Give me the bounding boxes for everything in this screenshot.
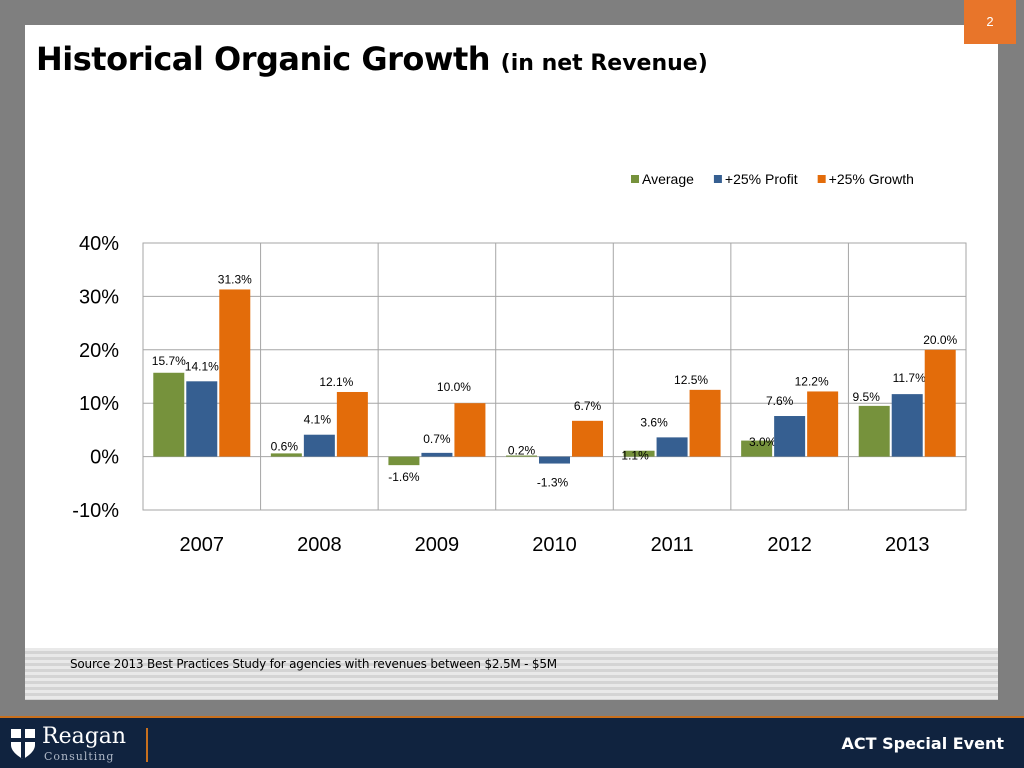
legend-label: +25% Profit [725, 171, 798, 187]
data-label: 31.3% [218, 272, 252, 286]
bar--25-profit [539, 456, 570, 464]
y-tick-label: 30% [79, 286, 119, 308]
title-suffix: (in net Revenue) [500, 51, 708, 76]
data-label: 9.5% [853, 390, 881, 404]
bar--25-growth [572, 420, 603, 457]
data-label: 0.7% [423, 432, 451, 446]
bar--25-profit [186, 381, 218, 457]
bar-average [153, 372, 185, 457]
x-tick-label: 2013 [885, 534, 930, 556]
data-label: 1.1% [621, 448, 649, 462]
bar-average [506, 455, 537, 457]
title-main: Historical Organic Growth [36, 40, 491, 78]
data-label: 6.7% [574, 399, 602, 413]
data-label: 3.0% [749, 435, 777, 449]
x-tick-label: 2007 [180, 534, 225, 556]
bar-average [741, 440, 773, 457]
data-label: 0.2% [508, 444, 536, 458]
page-number-badge: 2 [964, 0, 1016, 44]
source-note: Source 2013 Best Practices Study for age… [70, 657, 557, 671]
bar-average [623, 450, 655, 457]
bar--25-profit [656, 437, 688, 457]
data-label: 14.1% [185, 359, 219, 373]
y-tick-label: -10% [72, 500, 119, 522]
legend-swatch [817, 175, 826, 183]
bar-average [388, 456, 420, 466]
bar--25-growth [689, 389, 721, 457]
y-tick-label: 0% [90, 447, 119, 469]
plot-area [142, 242, 967, 511]
page-title: Historical Organic Growth (in net Revenu… [36, 40, 708, 78]
data-label: 11.7% [893, 371, 926, 385]
data-label: 10.0% [437, 380, 471, 394]
x-tick-label: 2012 [767, 534, 812, 556]
x-tick-label: 2008 [297, 534, 342, 556]
logo-divider [146, 728, 148, 762]
data-label: 12.2% [795, 374, 829, 388]
bar--25-profit [774, 416, 806, 457]
data-label: 4.1% [304, 413, 332, 427]
footer-bar: Reagan Consulting ACT Special Event [0, 716, 1024, 768]
y-tick-label: 40% [79, 233, 119, 255]
source-band [25, 648, 998, 700]
data-label: -1.3% [537, 476, 569, 490]
bar--25-profit [891, 394, 923, 457]
bar-average [270, 453, 302, 457]
data-label: 0.6% [271, 440, 299, 454]
legend-swatch [713, 175, 722, 183]
x-tick-label: 2010 [532, 534, 577, 556]
bar--25-growth [219, 289, 251, 457]
data-label: 12.5% [674, 373, 708, 387]
bar--25-growth [454, 403, 486, 457]
y-tick-label: 20% [79, 340, 119, 362]
bar--25-growth [924, 349, 956, 457]
data-label: 20.0% [923, 333, 957, 347]
legend-swatch [631, 175, 639, 183]
x-tick-label: 2011 [651, 534, 694, 556]
data-label: 15.7% [152, 354, 186, 368]
event-name: ACT Special Event [841, 734, 1004, 753]
data-label: 3.6% [640, 415, 668, 429]
legend-label: +25% Growth [829, 171, 914, 187]
slide-canvas [25, 25, 998, 700]
bar--25-growth [336, 391, 368, 457]
bar-average [858, 405, 890, 457]
bar--25-profit [303, 434, 335, 457]
legend-label: Average [642, 171, 694, 187]
bar--25-growth [807, 391, 839, 457]
data-label: -1.6% [388, 470, 420, 484]
bar--25-profit [421, 452, 453, 457]
x-tick-label: 2009 [415, 534, 460, 556]
logo-subtitle: Consulting [44, 750, 115, 763]
bar-chart: 40% 30% 20% 10% 0% -10% 15.7% 0.6% -1.6% 0.2% 1.1%… [72, 171, 967, 556]
shield-logo-icon [11, 729, 35, 759]
data-label: 7.6% [766, 394, 794, 408]
data-label: 12.1% [319, 375, 353, 389]
logo-name: Reagan [42, 724, 127, 749]
y-tick-label: 10% [79, 393, 119, 415]
